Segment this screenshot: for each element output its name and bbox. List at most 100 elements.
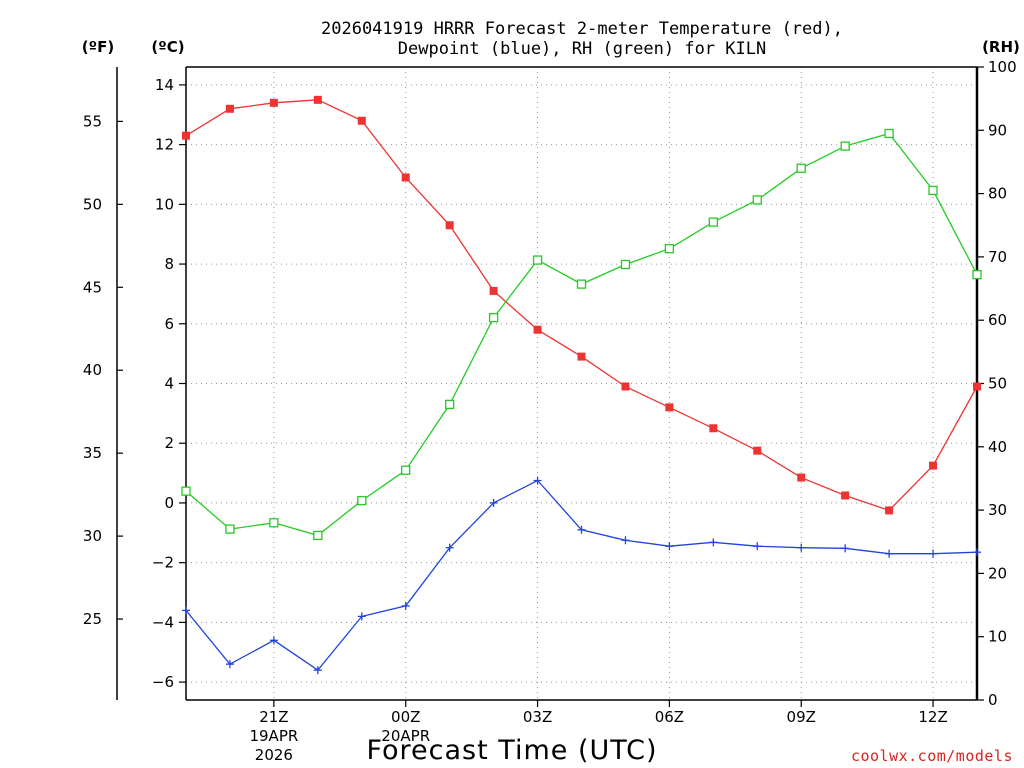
fahrenheit-tick-label: 25 xyxy=(83,610,102,628)
dewpoint-point xyxy=(445,543,454,552)
celsius-tick-label: 8 xyxy=(164,255,174,273)
chart-title-line-1: 2026041919 HRRR Forecast 2-meter Tempera… xyxy=(321,19,843,39)
rh-tick-label: 20 xyxy=(988,564,1007,582)
rh-point xyxy=(708,217,718,227)
rh-point xyxy=(532,255,543,265)
rh-series xyxy=(181,128,982,541)
dewpoint-point xyxy=(797,543,806,552)
celsius-tick-label: −6 xyxy=(152,673,174,691)
x-tick-label: 06Z xyxy=(655,708,684,726)
temperature-point xyxy=(489,286,498,295)
rh-tick-label: 10 xyxy=(988,628,1007,646)
celsius-tick-label: 6 xyxy=(164,315,174,333)
temperature-point xyxy=(225,104,234,113)
rh-tick-label: 70 xyxy=(988,248,1007,266)
temperature-point xyxy=(313,95,322,104)
temperature-point xyxy=(182,131,190,140)
dewpoint-point xyxy=(709,538,718,547)
x-tick-label: 00Z xyxy=(391,708,420,726)
dewpoint-line xyxy=(185,479,978,671)
rh-point xyxy=(313,530,323,541)
temperature-point xyxy=(797,473,806,482)
rh-point xyxy=(357,495,367,506)
rh-tick-label: 80 xyxy=(988,185,1007,203)
series xyxy=(181,95,982,675)
rh-tick-label: 0 xyxy=(988,691,998,709)
x-tick-label: 2026 xyxy=(255,746,293,764)
dewpoint-point xyxy=(357,612,366,621)
series-clipped xyxy=(181,95,982,675)
temperature-point xyxy=(577,352,586,361)
x-tick-label: 03Z xyxy=(523,708,552,726)
chart-title-line-2: Dewpoint (blue), RH (green) for KILN xyxy=(398,39,766,59)
temperature-point xyxy=(621,382,630,391)
x-axis-label: Forecast Time (UTC) xyxy=(366,735,657,766)
dewpoint-point xyxy=(489,498,498,507)
celsius-tick-label: 4 xyxy=(164,375,174,393)
celsius-tick-label: −2 xyxy=(152,554,174,572)
temperature-point xyxy=(885,506,894,515)
fahrenheit-tick-label: 40 xyxy=(83,361,102,379)
rh-point xyxy=(928,185,938,196)
temperature-point xyxy=(357,116,366,125)
rh-line xyxy=(185,132,978,537)
fahrenheit-tick-label: 45 xyxy=(83,278,102,296)
temperature-point xyxy=(445,221,454,230)
rh-point xyxy=(225,524,235,534)
x-tick-label: 09Z xyxy=(787,708,816,726)
rh-point xyxy=(796,163,806,173)
x-tick-label: 21Z xyxy=(259,708,288,726)
temperature-point xyxy=(665,403,674,412)
dewpoint-point xyxy=(533,476,542,485)
temperature-point xyxy=(269,98,278,107)
rh-tick-label: 30 xyxy=(988,501,1007,519)
rh-tick-label: 60 xyxy=(988,311,1007,329)
fahrenheit-unit-label: (ºF) xyxy=(82,38,114,56)
dewpoint-point xyxy=(401,601,410,610)
celsius-tick-label: 10 xyxy=(155,195,174,213)
x-tick-label: 12Z xyxy=(918,708,947,726)
fahrenheit-tick-label: 50 xyxy=(83,195,102,213)
dewpoint-point xyxy=(753,542,762,551)
temperature-point xyxy=(841,491,850,500)
dewpoint-point xyxy=(841,544,850,553)
fahrenheit-tick-label: 55 xyxy=(83,112,102,130)
rh-point xyxy=(664,244,675,254)
dewpoint-point xyxy=(182,606,190,615)
dewpoint-point xyxy=(929,549,938,558)
rh-point xyxy=(620,259,631,270)
temperature-line xyxy=(185,99,978,512)
temperature-point xyxy=(929,461,938,470)
rh-point xyxy=(972,269,982,280)
credit-label: coolwx.com/models xyxy=(851,747,1013,765)
grid xyxy=(186,67,977,700)
rh-tick-label: 50 xyxy=(988,375,1007,393)
temperature-point xyxy=(709,424,718,433)
rh-tick-label: 90 xyxy=(988,121,1007,139)
axes: 14121086420−2−4−655504540353025010203040… xyxy=(83,58,1017,764)
rh-point xyxy=(752,195,762,205)
dewpoint-point xyxy=(665,542,674,551)
rh-point xyxy=(884,128,894,139)
dewpoint-point xyxy=(225,660,234,669)
dewpoint-point xyxy=(621,536,630,545)
fahrenheit-tick-label: 30 xyxy=(83,527,102,545)
fahrenheit-tick-label: 35 xyxy=(83,444,102,462)
celsius-tick-label: 0 xyxy=(164,494,174,512)
rh-point xyxy=(445,399,455,410)
dewpoint-point xyxy=(577,525,586,534)
rh-point xyxy=(181,486,191,496)
rh-point xyxy=(269,518,279,528)
temperature-point xyxy=(401,173,410,182)
x-tick-label: 20APR xyxy=(381,727,430,745)
dewpoint-series xyxy=(182,476,981,675)
celsius-tick-label: −4 xyxy=(152,613,174,631)
dewpoint-point xyxy=(269,636,278,645)
celsius-unit-label: (ºC) xyxy=(151,38,184,56)
rh-unit-label: (RH) xyxy=(982,38,1020,56)
celsius-tick-label: 12 xyxy=(155,136,174,154)
rh-point xyxy=(840,141,850,151)
temperature-series xyxy=(182,95,981,515)
temperature-point xyxy=(973,382,981,391)
